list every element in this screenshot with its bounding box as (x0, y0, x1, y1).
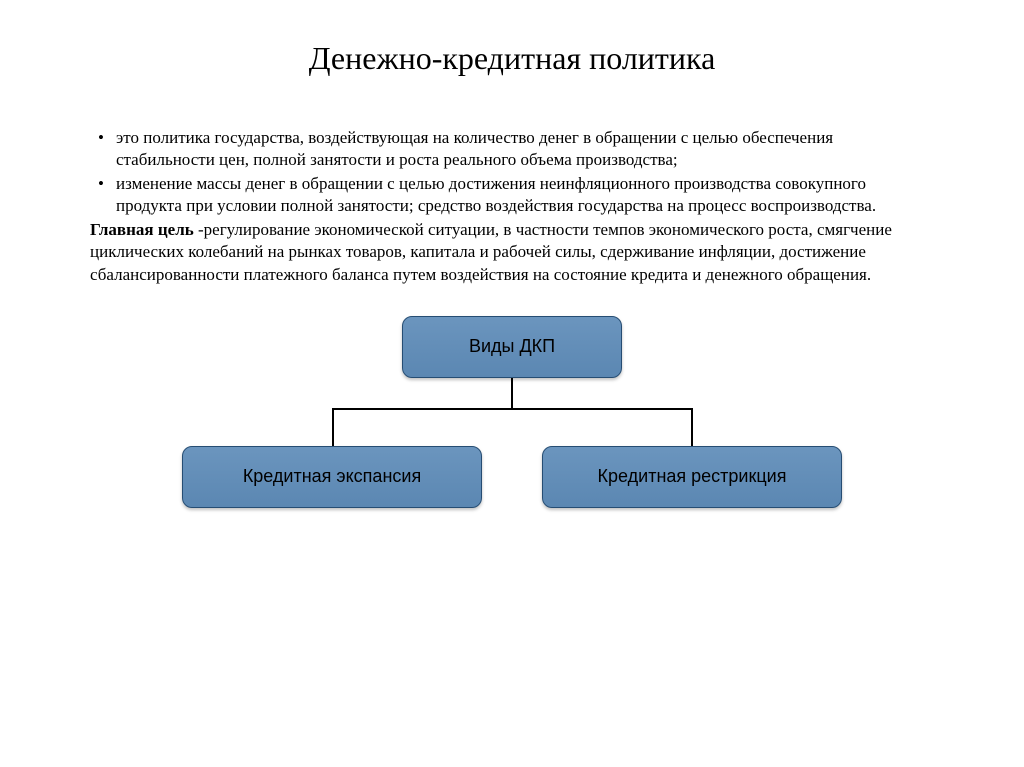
dkp-types-diagram: Виды ДКП Кредитная экспансия Кредитная р… (182, 316, 842, 516)
diagram-connector (332, 408, 692, 410)
bullet-item: это политика государства, воздействующая… (116, 127, 934, 171)
bullet-item: изменение массы денег в обращении с цель… (116, 173, 934, 217)
page-title: Денежно-кредитная политика (90, 40, 934, 77)
body-text: это политика государства, воздействующая… (90, 127, 934, 286)
bullet-list: это политика государства, воздействующая… (90, 127, 934, 217)
diagram-connector (691, 408, 693, 446)
diagram-connector (511, 378, 513, 408)
diagram-root-label: Виды ДКП (469, 336, 555, 357)
goal-paragraph: Главная цель -регулирование экономическо… (90, 219, 934, 285)
diagram-child-left: Кредитная экспансия (182, 446, 482, 508)
goal-text: -регулирование экономической ситуации, в… (90, 220, 892, 283)
goal-label: Главная цель (90, 220, 198, 239)
diagram-child-right-label: Кредитная рестрикция (598, 466, 787, 487)
diagram-child-left-label: Кредитная экспансия (243, 466, 421, 487)
diagram-connector (332, 408, 334, 446)
diagram-root-node: Виды ДКП (402, 316, 622, 378)
diagram-child-right: Кредитная рестрикция (542, 446, 842, 508)
